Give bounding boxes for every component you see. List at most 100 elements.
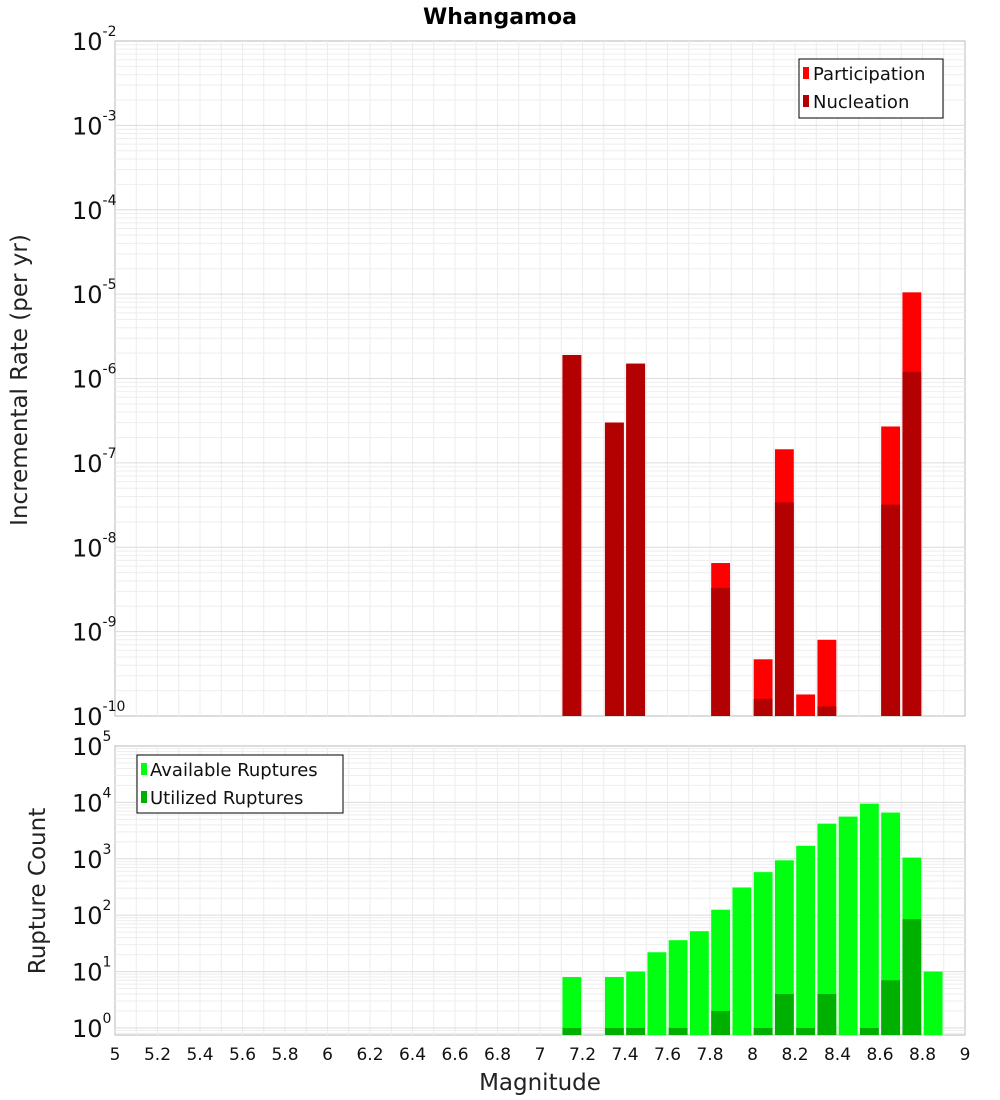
x-axis-label: Magnitude (479, 1070, 601, 1096)
count-y-tick-label: 100 (72, 1011, 111, 1043)
x-tick-label: 6.6 (441, 1045, 468, 1065)
count-bar-outer (562, 977, 582, 1035)
rate-bar-inner (817, 706, 837, 716)
rate-y-tick-exponent: -4 (103, 193, 117, 209)
count-legend-box (136, 754, 344, 814)
rate-bar-inner (881, 504, 901, 716)
x-tick-label: 6.4 (399, 1045, 426, 1065)
count-bar-inner (626, 1027, 646, 1035)
count-bar-outer (689, 931, 709, 1035)
rate-y-tick-exponent: -9 (103, 615, 117, 631)
count-bar-outer (647, 952, 667, 1035)
x-tick-label: 6.8 (484, 1045, 511, 1065)
x-tick-label: 5.2 (144, 1045, 171, 1065)
rate-y-tick-exponent: -3 (103, 108, 117, 124)
rate-y-tick-label: 10-8 (72, 530, 117, 562)
count-bar-outer (604, 977, 624, 1035)
x-tick-label: 7.6 (654, 1045, 681, 1065)
count-bar-inner (817, 994, 837, 1035)
x-tick-label: 5.6 (229, 1045, 256, 1065)
count-bar-inner (604, 1027, 624, 1035)
legend-label-nucleation: Nucleation (813, 92, 909, 113)
x-tick-label: 9 (960, 1045, 971, 1065)
x-tick-label: 7.2 (569, 1045, 596, 1065)
x-tick-label: 8.4 (824, 1045, 851, 1065)
x-tick-label: 5 (110, 1045, 121, 1065)
count-y-tick-label: 102 (72, 898, 111, 930)
rate-y-tick-exponent: -7 (103, 446, 117, 462)
count-y-tick-exponent: 0 (103, 1011, 112, 1027)
count-bar-outer (923, 971, 943, 1035)
count-bar-inner (562, 1027, 582, 1035)
x-tick-label: 6.2 (356, 1045, 383, 1065)
count-bar-inner (774, 994, 794, 1035)
rate-bar-inner (902, 371, 922, 716)
rate-legend-box (798, 58, 944, 119)
count-bar-outer (711, 909, 731, 1035)
count-bar-outer (626, 971, 646, 1035)
legend-label-participation: Participation (813, 64, 925, 85)
count-y-tick-exponent: 4 (103, 785, 112, 801)
count-y-axis-label: Rupture Count (25, 808, 51, 974)
count-y-tick-label: 105 (72, 729, 111, 761)
rate-bar-inner (604, 422, 624, 716)
rate-bars (562, 292, 922, 716)
count-y-tick-label: 101 (72, 955, 111, 987)
rate-bar-inner (626, 363, 646, 716)
legend-label-utilized: Utilized Ruptures (150, 788, 303, 809)
count-y-tick-exponent: 5 (103, 729, 112, 745)
x-tick-label: 8.8 (909, 1045, 936, 1065)
rate-grid (115, 41, 965, 716)
x-tick-label: 7.4 (611, 1045, 638, 1065)
x-tick-label: 7.8 (696, 1045, 723, 1065)
x-tick-label: 8.2 (781, 1045, 808, 1065)
count-bar-inner (668, 1027, 688, 1035)
count-bar-outer (732, 887, 752, 1035)
count-bar-outer (753, 872, 773, 1035)
count-y-tick-label: 104 (72, 785, 112, 817)
count-y-tick-label: 103 (72, 842, 111, 874)
rate-y-tick-exponent: -8 (103, 530, 117, 546)
rate-legend: Participation Nucleation (798, 58, 944, 119)
count-bars (562, 803, 943, 1035)
count-bar-inner (881, 980, 901, 1035)
rate-bar-outer (817, 639, 837, 716)
rate-y-tick-exponent: -10 (103, 699, 126, 715)
count-y-tick-exponent: 2 (103, 898, 112, 914)
rate-bar-inner (774, 502, 794, 716)
count-y-tick-exponent: 3 (103, 842, 112, 858)
rate-y-tick-label: 10-9 (72, 615, 117, 647)
rate-y-tick-label: 10-6 (72, 362, 117, 394)
legend-swatch-nucleation (803, 95, 809, 107)
x-tick-label: 6 (322, 1045, 333, 1065)
rate-y-axis-label: Incremental Rate (per yr) (7, 234, 33, 526)
count-bar-inner (859, 1027, 879, 1035)
count-legend: Available Ruptures Utilized Ruptures (136, 754, 344, 814)
rate-bar-inner (562, 354, 582, 716)
x-tick-label: 8.6 (866, 1045, 893, 1065)
rate-bar-inner (711, 587, 731, 716)
rate-y-tick-label: 10-4 (72, 193, 117, 225)
rate-y-tick-exponent: -5 (103, 277, 117, 293)
legend-swatch-utilized (141, 791, 147, 803)
count-bar-inner (902, 919, 922, 1035)
count-bar-outer (859, 803, 879, 1035)
rate-panel: 10-210-310-410-510-610-710-810-910-10 (72, 24, 966, 731)
count-bar-inner (796, 1027, 816, 1035)
x-tick-label: 5.4 (186, 1045, 213, 1065)
chart-title: Whangamoa (423, 5, 577, 30)
legend-label-available: Available Ruptures (150, 760, 318, 781)
count-bar-inner (753, 1027, 773, 1035)
rate-y-tick-label: 10-7 (72, 446, 117, 478)
rate-y-tick-label: 10-2 (72, 24, 117, 56)
count-y-tick-exponent: 1 (103, 955, 112, 971)
count-bar-outer (796, 845, 816, 1035)
rate-y-tick-exponent: -2 (103, 24, 117, 40)
count-bar-outer (817, 823, 837, 1035)
rate-y-tick-label: 10-3 (72, 108, 117, 140)
count-bar-outer (838, 816, 858, 1035)
x-tick-label: 8 (747, 1045, 758, 1065)
rate-y-tick-exponent: -6 (103, 362, 117, 378)
